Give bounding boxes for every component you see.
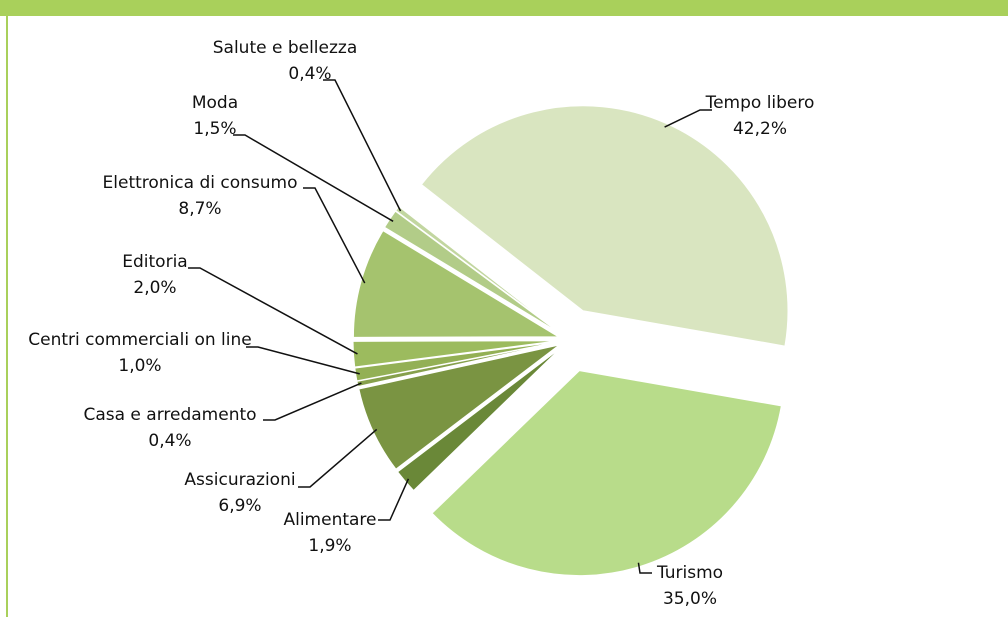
leader-line [298, 428, 378, 488]
pie-slice [354, 341, 559, 382]
slice-value: 6,9% [218, 496, 261, 516]
leader-line [637, 562, 652, 574]
pie-slice [358, 344, 560, 470]
leader-line [323, 79, 402, 212]
slice-label: Moda [192, 93, 238, 113]
slice-value: 35,0% [663, 589, 717, 609]
slice-value: 1,9% [308, 536, 351, 556]
slice-label: Elettronica di consumo [103, 173, 298, 193]
slice-label: Editoria [122, 252, 187, 272]
pie-slice [356, 341, 559, 388]
slice-value: 1,0% [118, 356, 161, 376]
slice-label: Assicurazioni [184, 470, 295, 490]
slice-value: 0,4% [148, 431, 191, 451]
pie-slice [352, 340, 559, 368]
slice-label: Tempo libero [705, 93, 815, 113]
slice-value: 8,7% [178, 199, 221, 219]
slice-value: 2,0% [133, 278, 176, 298]
slice-value: 42,2% [733, 119, 787, 139]
leader-line [263, 382, 362, 421]
leader-line [664, 109, 712, 128]
slice-value: 1,5% [193, 119, 236, 139]
slice-value: 0,4% [288, 64, 331, 84]
leader-line [188, 267, 358, 355]
leader-line [303, 187, 366, 284]
leader-line [233, 134, 394, 222]
slice-label: Centri commerciali on line [28, 330, 251, 350]
pie-slice [396, 347, 562, 492]
leader-line [378, 478, 410, 521]
pie-slice [420, 105, 789, 347]
slice-label: Alimentare [283, 510, 376, 530]
slice-label: Casa e arredamento [83, 405, 256, 425]
leader-line [246, 346, 360, 375]
slice-label: Salute e bellezza [213, 38, 358, 58]
pie-slice [352, 230, 561, 338]
top-bar [0, 0, 1008, 16]
slice-label: Turismo [656, 563, 723, 583]
